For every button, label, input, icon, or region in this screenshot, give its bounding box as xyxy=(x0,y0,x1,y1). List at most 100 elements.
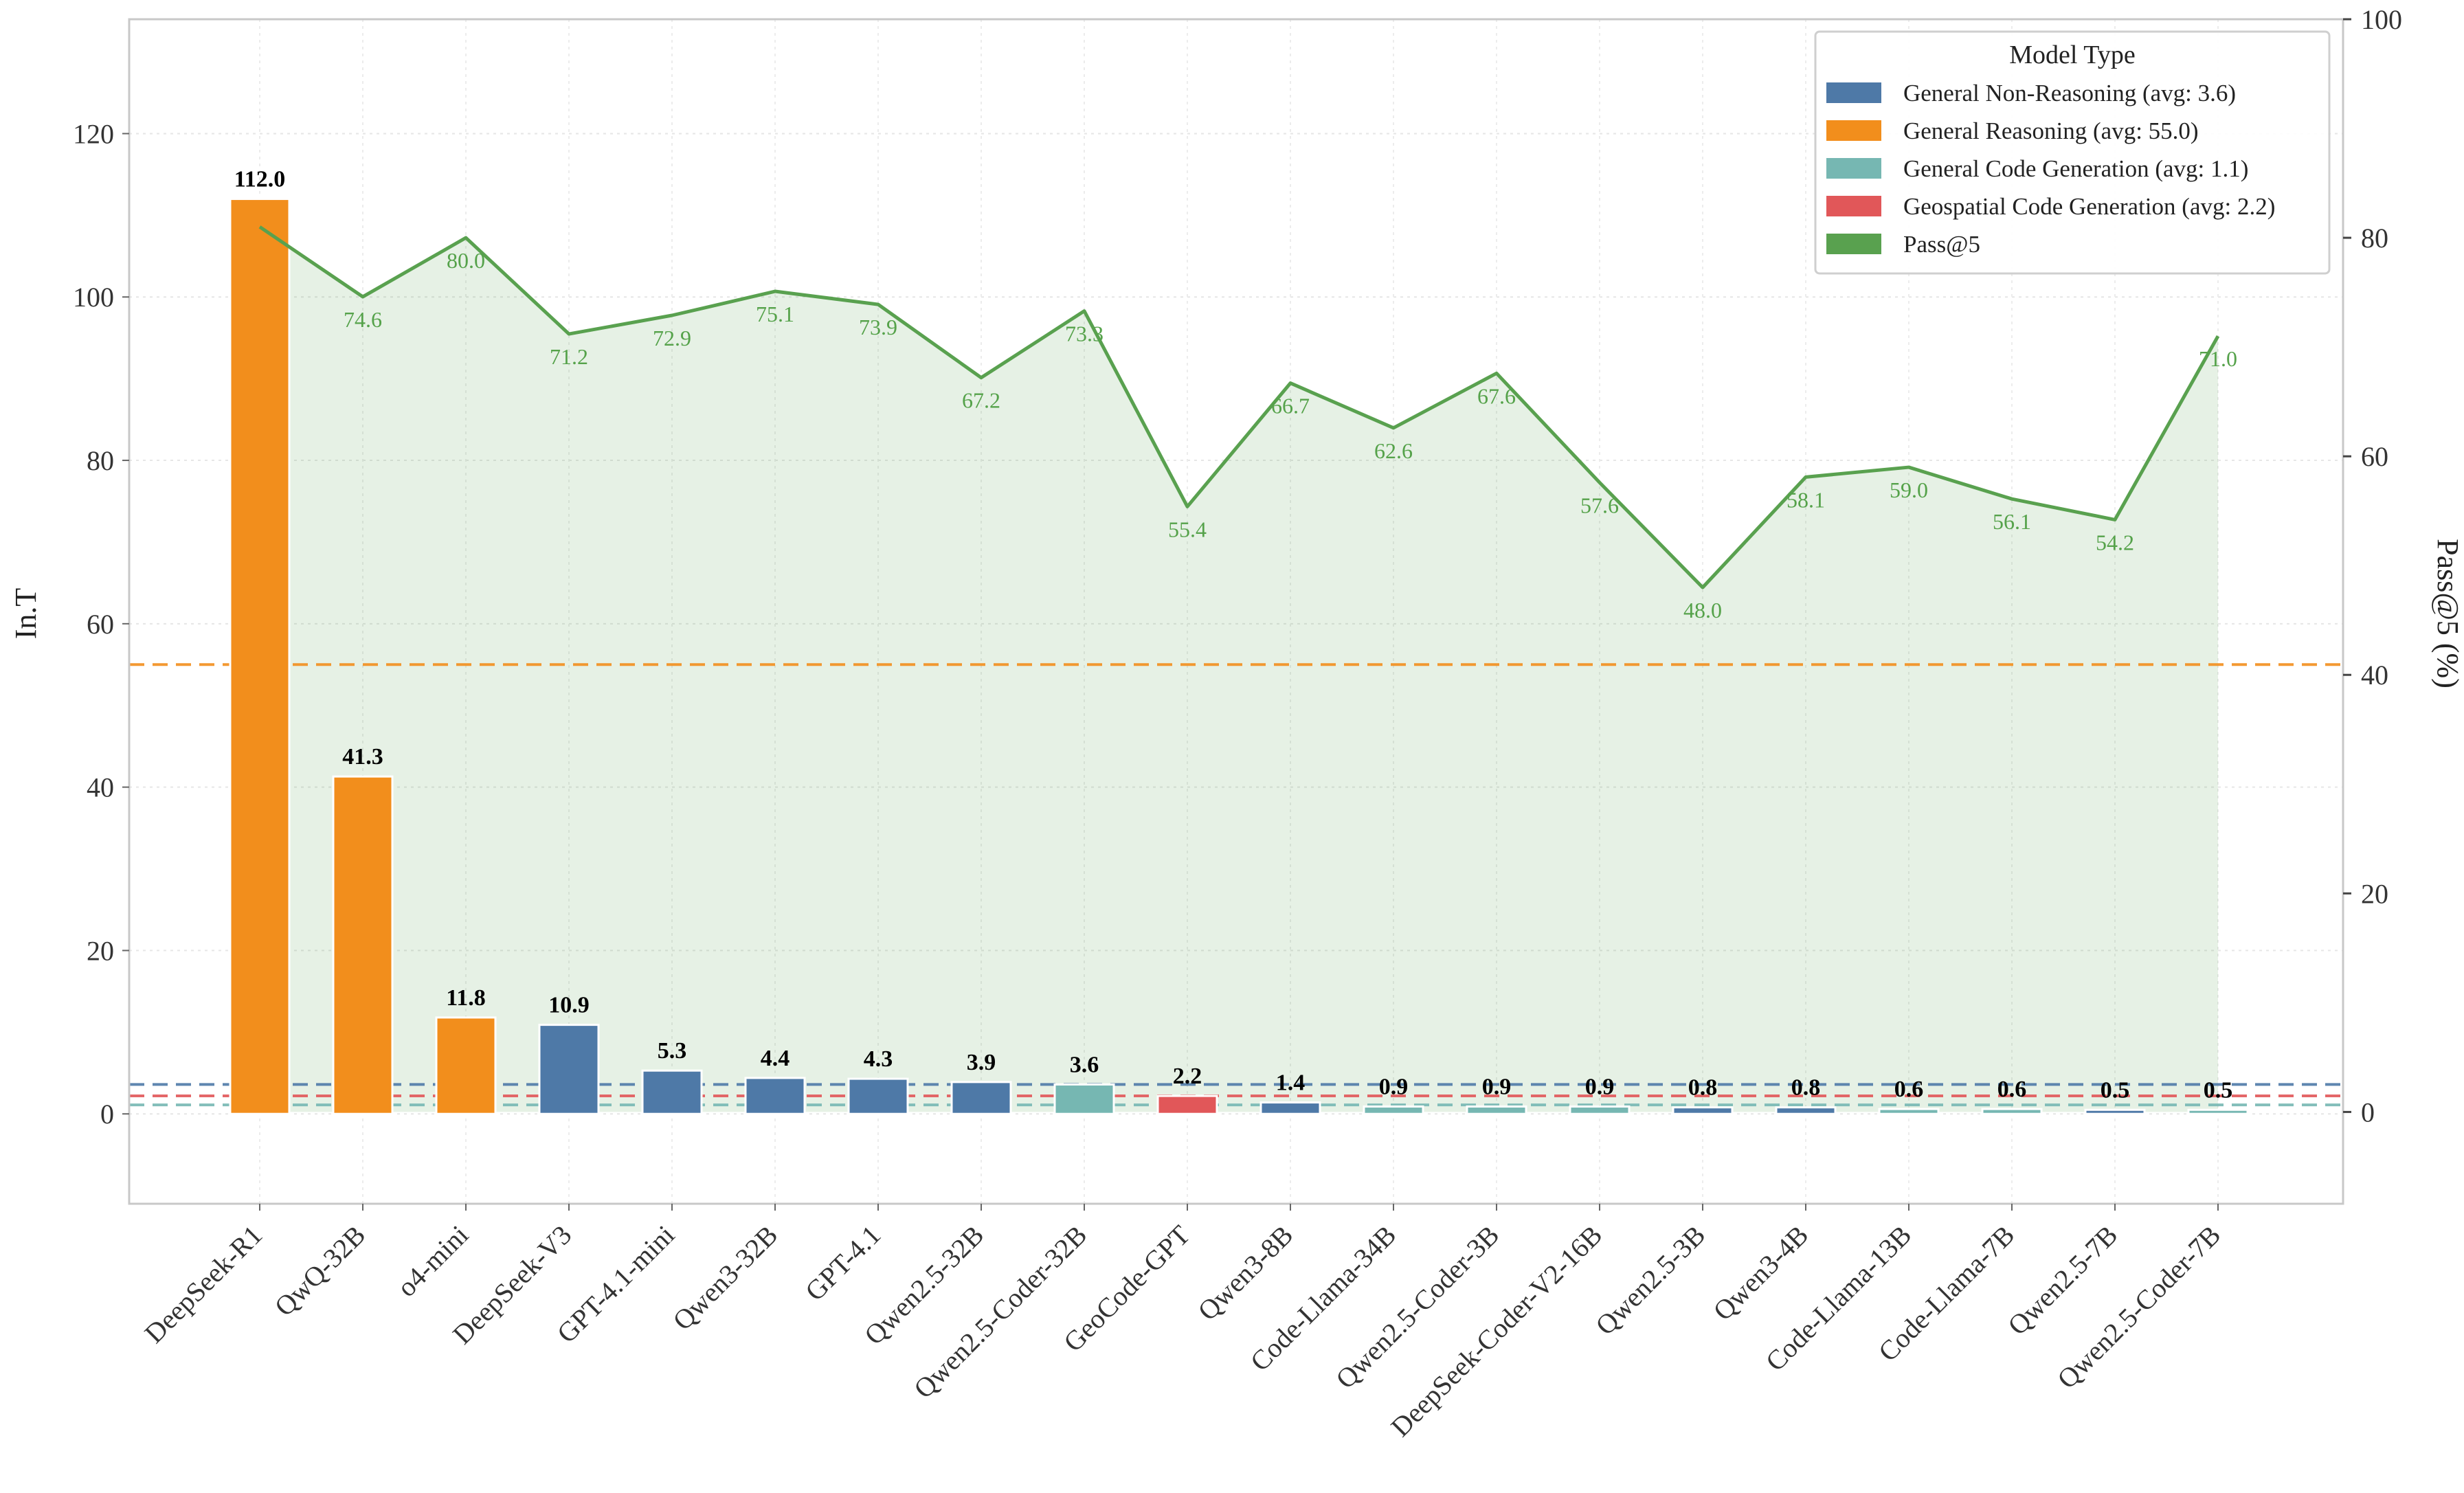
pass-value-label: 59.0 xyxy=(1890,478,1928,502)
bar-value-label: 4.4 xyxy=(761,1046,790,1071)
legend-entry-label: General Code Generation (avg: 1.1) xyxy=(1903,155,2248,182)
x-tick-label: Qwen2.5-3B xyxy=(1589,1220,1711,1341)
pass-line-path xyxy=(258,225,2220,590)
bar-value-label: 0.5 xyxy=(2204,1077,2233,1103)
grid-lines xyxy=(129,19,2343,1204)
bar-value-label: 5.3 xyxy=(658,1038,687,1064)
bar xyxy=(2084,1108,2146,1115)
bar xyxy=(538,1024,600,1115)
legend-swatch xyxy=(1826,196,1881,216)
bar-value-label: 3.9 xyxy=(967,1050,996,1075)
legend-title: Model Type xyxy=(2009,41,2135,69)
y2-axis-title: Pass@5 (%) xyxy=(2431,539,2464,688)
legend-swatch xyxy=(1826,82,1881,103)
bar xyxy=(435,1016,497,1115)
bar xyxy=(1363,1105,1424,1115)
legend-swatch xyxy=(1826,234,1881,254)
legend-box xyxy=(1814,30,2331,275)
legend: Model Type General Non-Reasoning (avg: 3.… xyxy=(1814,30,2331,275)
y-tick-label: 20 xyxy=(87,935,114,966)
pass-value-label: 66.7 xyxy=(1271,394,1310,418)
x-tick-label: QwQ-32B xyxy=(269,1220,372,1323)
legend-swatch xyxy=(1826,120,1881,141)
bar-value-label: 0.9 xyxy=(1482,1075,1512,1100)
bar-value-label: 0.8 xyxy=(1791,1075,1821,1101)
bar xyxy=(1466,1105,1527,1115)
pass-value-label: 73.9 xyxy=(859,315,897,339)
pass-value-label: 55.4 xyxy=(1168,517,1207,541)
pass-value-label: 73.3 xyxy=(1065,322,1104,346)
bar-value-label: 0.9 xyxy=(1379,1075,1409,1100)
bar xyxy=(2187,1108,2249,1115)
bar-value-label: 112.0 xyxy=(234,167,286,192)
bar xyxy=(1259,1101,1321,1115)
x-tick-label: o4-mini xyxy=(391,1220,474,1303)
bar-value-label: 3.6 xyxy=(1070,1052,1099,1077)
y2-axis-ticks: 0 20 40 60 80 100 xyxy=(2343,4,2402,1127)
bar-value-label: 4.3 xyxy=(864,1046,893,1072)
bar xyxy=(1878,1108,1940,1115)
x-tick-label: DeepSeek-Coder-V2-16B xyxy=(1385,1220,1608,1443)
y-tick-label: 80 xyxy=(87,445,114,476)
bar xyxy=(229,198,291,1115)
plot-frame xyxy=(128,18,2344,1205)
pass-value-label: 71.0 xyxy=(2199,346,2237,371)
pass-value-label: 67.6 xyxy=(1477,383,1516,408)
bar xyxy=(744,1077,806,1115)
pass-value-label: 71.2 xyxy=(550,344,588,369)
pass-value-label: 80.0 xyxy=(447,248,485,273)
legend-swatch xyxy=(1826,158,1881,179)
y-tick-label: 40 xyxy=(87,772,114,803)
legend-entry-label: Pass@5 xyxy=(1903,231,1980,258)
y-axis-ticks: 0 20 40 60 80 100 120 xyxy=(73,118,129,1130)
y2-tick-label: 40 xyxy=(2361,660,2388,691)
y-tick-label: 100 xyxy=(73,282,114,313)
bar-value-label: 0.5 xyxy=(2101,1077,2130,1103)
pass-value-label: 62.6 xyxy=(1374,438,1413,463)
bar-value-label: 2.2 xyxy=(1173,1064,1202,1089)
bar xyxy=(1053,1083,1115,1115)
pass-value-label: 58.1 xyxy=(1787,487,1825,512)
bar-value-label: 41.3 xyxy=(342,744,383,770)
bar-value-label: 0.6 xyxy=(1997,1077,2027,1102)
average-lines xyxy=(129,663,2343,1107)
bars xyxy=(229,198,2249,1115)
x-axis-ticks: DeepSeek-R1 QwQ-32B o4-miniDeepSeek-V3GPT-… xyxy=(138,1204,2226,1443)
bar xyxy=(847,1077,909,1115)
pass-value-label: 48.0 xyxy=(1683,598,1722,622)
x-tick-label: DeepSeek-R1 xyxy=(138,1220,268,1349)
bar xyxy=(332,775,394,1115)
y2-tick-label: 100 xyxy=(2361,4,2402,35)
x-tick-label: Qwen3-4B xyxy=(1707,1220,1814,1327)
bar-value-label: 10.9 xyxy=(548,993,590,1018)
value-labels: 112.0 41.3 11.8 10.9 5.3 4.4 4.3 3.9 3.6 2.2 1.4 0.… xyxy=(234,167,2237,1103)
legend-entry-label: General Non-Reasoning (avg: 3.6) xyxy=(1903,80,2236,106)
bar-value-label: 11.8 xyxy=(446,985,486,1011)
bar xyxy=(1981,1108,2043,1115)
bar xyxy=(1156,1095,1218,1115)
y2-tick-label: 0 xyxy=(2361,1097,2375,1127)
pass-value-label: 56.1 xyxy=(1993,509,2031,534)
pass-area-fill xyxy=(260,227,2218,1112)
pass-value-label: 72.9 xyxy=(653,326,691,350)
pass-value-label: 57.6 xyxy=(1580,493,1619,517)
bar xyxy=(641,1069,703,1115)
bar-value-label: 0.6 xyxy=(1894,1077,1924,1102)
bar xyxy=(1775,1106,1837,1115)
x-tick-label: Qwen3-8B xyxy=(1191,1220,1299,1327)
bar xyxy=(1569,1105,1631,1115)
y-tick-label: 60 xyxy=(87,609,114,640)
pass-value-label: 67.2 xyxy=(962,388,1000,413)
bar-value-label: 1.4 xyxy=(1276,1070,1306,1096)
legend-entry-label: Geospatial Code Generation (avg: 2.2) xyxy=(1903,193,2275,220)
pass-value-label: 74.6 xyxy=(344,307,382,332)
bar xyxy=(1672,1106,1734,1115)
pass-line xyxy=(258,225,2220,590)
pass-value-label: 75.1 xyxy=(756,302,794,326)
pass-area xyxy=(260,227,2218,1112)
x-tick-label: Qwen3-32B xyxy=(667,1220,783,1336)
y2-tick-label: 60 xyxy=(2361,441,2388,472)
pass-value-label: 54.2 xyxy=(2096,530,2134,554)
y2-tick-label: 20 xyxy=(2361,878,2388,909)
y-axis-title: In.T xyxy=(9,588,43,640)
